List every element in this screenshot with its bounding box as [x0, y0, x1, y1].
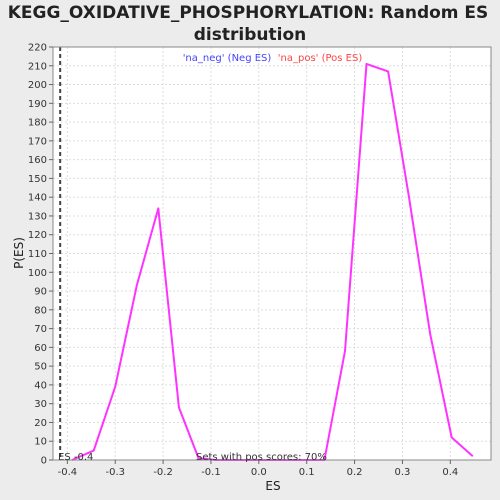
x-axis-label: ES — [265, 479, 280, 493]
y-tick-label: 220 — [28, 43, 47, 54]
x-tick-label: 0.0 — [251, 467, 267, 478]
x-axis: -0.4 -0.3 -0.2 -0.1 0.0 0.1 0.2 0.3 0.4 — [58, 460, 458, 478]
y-tick-label: 120 — [28, 230, 47, 241]
y-tick-label: 210 — [28, 61, 47, 72]
y-tick-label: 130 — [28, 211, 47, 222]
y-axis-label: P(ES) — [12, 237, 26, 269]
x-tick-label: 0.4 — [442, 467, 458, 478]
y-tick-label: 50 — [34, 362, 47, 373]
y-tick-label: 70 — [34, 324, 47, 335]
y-tick-label: 10 — [34, 437, 47, 448]
x-tick-label: 0.1 — [299, 467, 315, 478]
y-tick-label: 60 — [34, 343, 47, 354]
pos-scores-annotation: Sets with pos scores: 70% — [196, 452, 327, 463]
y-tick-label: 0 — [41, 456, 47, 467]
x-tick-label: -0.4 — [58, 467, 78, 478]
x-tick-label: 0.2 — [347, 467, 363, 478]
es-annotation: ES -0.4 — [58, 452, 93, 463]
x-tick-label: -0.1 — [201, 467, 221, 478]
chart-title-line-2: distribution — [194, 25, 306, 45]
y-tick-label: 100 — [28, 268, 47, 279]
x-tick-label: -0.2 — [153, 467, 173, 478]
y-tick-label: 200 — [28, 80, 47, 91]
x-tick-label: -0.3 — [105, 467, 125, 478]
y-axis: 0 10 20 30 40 50 60 70 80 90 100 110 120 130 140 150 160… — [28, 43, 53, 467]
y-tick-label: 160 — [28, 155, 47, 166]
y-tick-label: 170 — [28, 136, 47, 147]
y-tick-label: 90 — [34, 287, 47, 298]
y-tick-label: 30 — [34, 399, 47, 410]
y-tick-label: 80 — [34, 305, 47, 316]
x-tick-label: 0.3 — [394, 467, 410, 478]
y-tick-label: 140 — [28, 193, 47, 204]
y-tick-label: 20 — [34, 418, 47, 429]
y-tick-label: 40 — [34, 380, 47, 391]
y-tick-label: 110 — [28, 249, 47, 260]
y-tick-label: 190 — [28, 99, 47, 110]
chart-title-line-1: KEGG_OXIDATIVE_PHOSPHORYLATION: Random E… — [8, 3, 489, 23]
y-tick-label: 150 — [28, 174, 47, 185]
y-tick-label: 180 — [28, 118, 47, 129]
legend-pos: 'na_pos' (Pos ES) — [278, 53, 363, 64]
legend-neg: 'na_neg' (Neg ES) — [183, 53, 272, 64]
